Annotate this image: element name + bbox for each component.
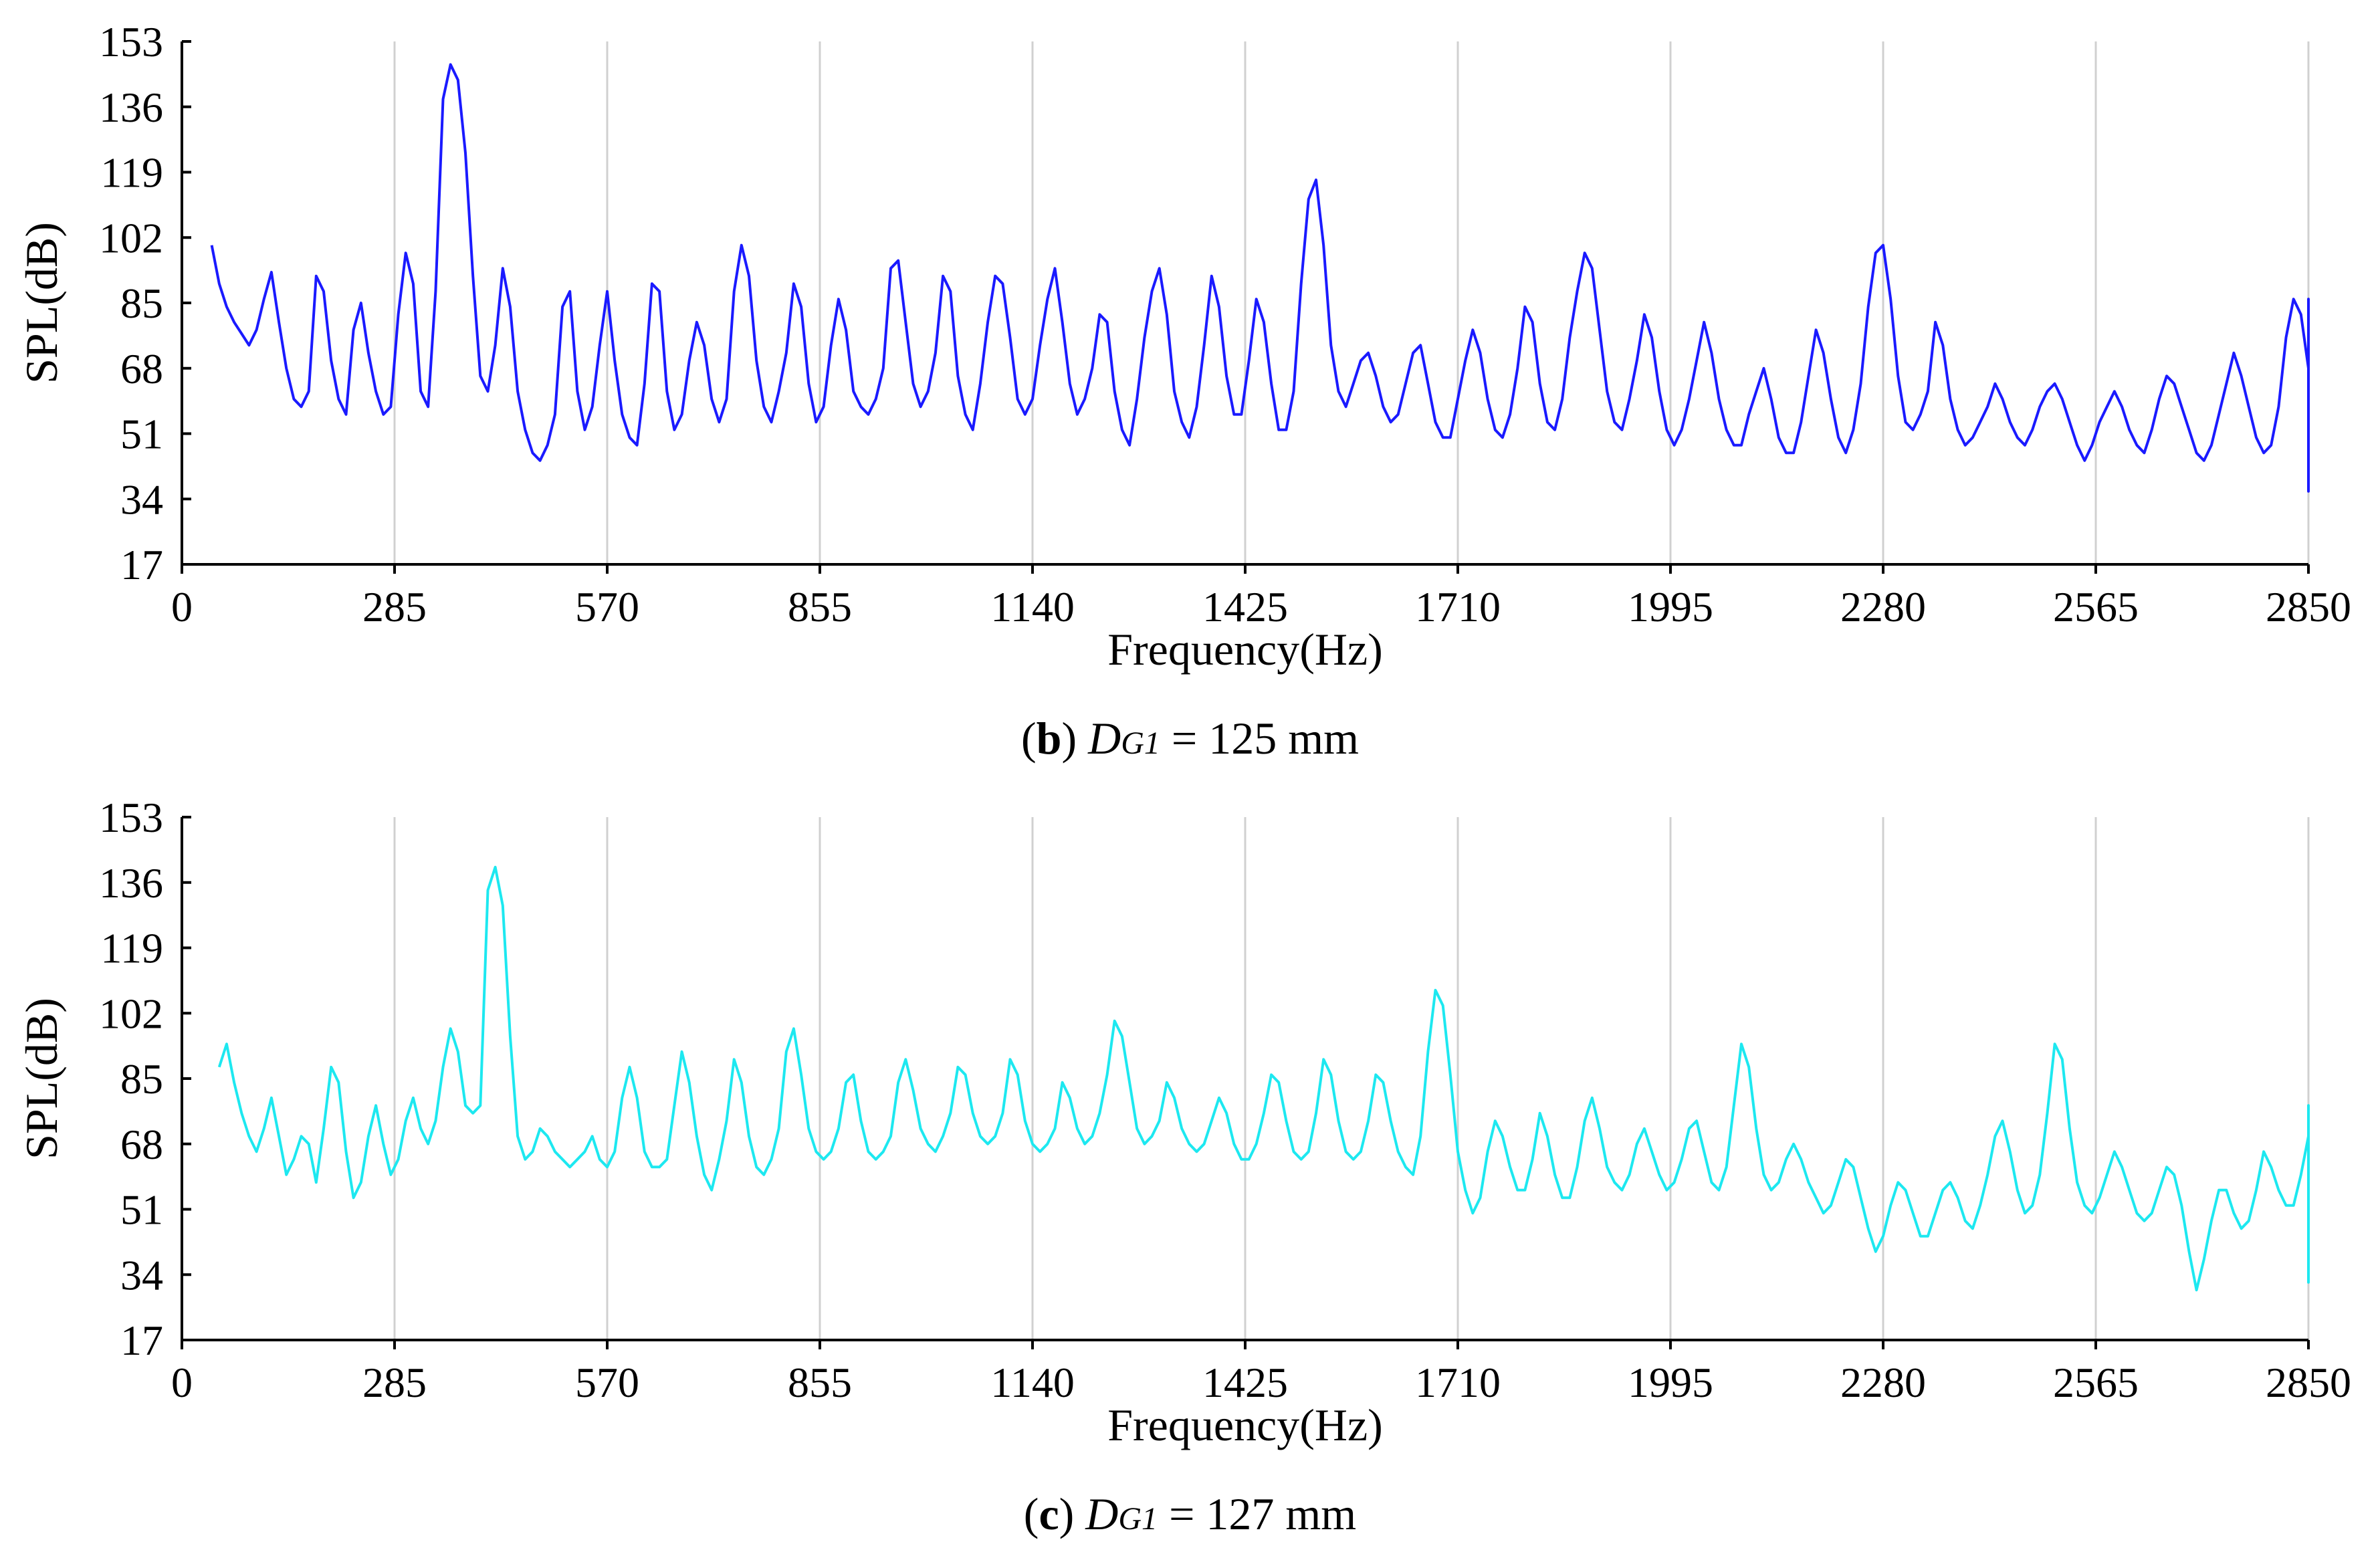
y-tick-label-17: 17: [120, 1317, 163, 1364]
x-tick-label-1425: 1425: [1202, 1359, 1288, 1406]
x-tick-label-570: 570: [575, 1359, 639, 1406]
panel-c-series: [217, 865, 2310, 1292]
panel-b-y-tick-labels: 17 34 51 68 85 102 119 136 153: [99, 18, 163, 588]
panel-b-caption: (b) DG1 = 125 mm: [1020, 713, 1360, 764]
panel-c-caption-subscript: G1: [1118, 1501, 1158, 1537]
y-tick-label-102: 102: [99, 214, 163, 261]
y-tick-label-34: 34: [120, 1251, 163, 1299]
x-tick-label-2565: 2565: [2053, 1359, 2139, 1406]
y-tick-label-136: 136: [99, 859, 163, 907]
panel-c-axes: [181, 816, 2310, 1349]
panel-c-y-tick-labels: 17 34 51 68 85 102 119 136 153: [99, 794, 163, 1364]
panel-b-chart: 0 285 570 855 1140 1425 1710 1995 2280 2565 2850 1…: [16, 18, 2351, 675]
panel-b-caption-subscript: G1: [1121, 726, 1160, 761]
panel-c-caption: (c) DG1 = 127 mm: [1023, 1488, 1357, 1539]
x-tick-label-1995: 1995: [1628, 583, 1713, 631]
panel-c-x-axis-label: Frequency(Hz): [1107, 1400, 1383, 1450]
y-tick-label-153: 153: [99, 18, 163, 66]
panel-c-caption-variable: D: [1085, 1488, 1119, 1539]
panel-b-x-tick-labels: 0 285 570 855 1140 1425 1710 1995 2280 2565 2850: [171, 583, 2351, 631]
x-tick-label-2280: 2280: [1840, 1359, 1926, 1406]
y-tick-label-136: 136: [99, 84, 163, 131]
x-tick-label-1140: 1140: [990, 1359, 1075, 1406]
panel-b-caption-variable: D: [1088, 713, 1121, 764]
panel-c-y-axis-label: SPL(dB): [16, 998, 67, 1159]
x-tick-label-855: 855: [788, 1359, 852, 1406]
x-tick-label-2850: 2850: [2266, 583, 2351, 631]
x-tick-label-1710: 1710: [1415, 1359, 1501, 1406]
panel-b-x-axis-label: Frequency(Hz): [1107, 624, 1383, 675]
y-tick-label-51: 51: [120, 1186, 163, 1234]
spl-series-line-c: [217, 865, 2310, 1292]
y-tick-label-153: 153: [99, 794, 163, 841]
panel-b-series: [210, 63, 2310, 493]
panel-b-caption-label: b: [1036, 713, 1062, 764]
x-tick-label-285: 285: [362, 1359, 427, 1406]
panel-c-x-tick-labels: 0 285 570 855 1140 1425 1710 1995 2280 2565 2850: [171, 1359, 2351, 1406]
x-tick-label-2565: 2565: [2053, 583, 2139, 631]
panel-b-axes: [181, 40, 2310, 574]
panel-b-gridlines: [393, 41, 2310, 564]
panel-b-caption-value: = 125 mm: [1160, 713, 1360, 764]
panel-c-caption-value: = 127 mm: [1158, 1488, 1357, 1539]
y-tick-label-102: 102: [99, 990, 163, 1037]
x-tick-label-0: 0: [171, 1359, 193, 1406]
x-tick-label-0: 0: [171, 583, 193, 631]
y-tick-label-68: 68: [120, 1121, 163, 1168]
panel-c-caption-label: c: [1039, 1488, 1059, 1539]
x-tick-label-2850: 2850: [2266, 1359, 2351, 1406]
y-tick-label-17: 17: [120, 541, 163, 588]
x-tick-label-2280: 2280: [1840, 583, 1926, 631]
x-tick-label-1140: 1140: [990, 583, 1075, 631]
panel-c-gridlines: [393, 817, 2310, 1340]
y-tick-label-68: 68: [120, 345, 163, 393]
y-tick-label-119: 119: [100, 925, 163, 972]
y-tick-label-85: 85: [120, 1055, 163, 1103]
spl-series-line-b: [210, 63, 2310, 493]
y-tick-label-119: 119: [100, 149, 163, 197]
x-tick-label-855: 855: [788, 583, 852, 631]
y-tick-label-85: 85: [120, 280, 163, 327]
x-tick-label-1425: 1425: [1202, 583, 1288, 631]
panel-b-y-axis-label: SPL(dB): [16, 222, 67, 384]
y-tick-label-34: 34: [120, 475, 163, 523]
x-tick-label-1995: 1995: [1628, 1359, 1713, 1406]
x-tick-label-285: 285: [362, 583, 427, 631]
panel-c-chart: 0 285 570 855 1140 1425 1710 1995 2280 2565 2850 1…: [16, 794, 2351, 1450]
y-tick-label-51: 51: [120, 411, 163, 458]
x-tick-label-570: 570: [575, 583, 639, 631]
x-tick-label-1710: 1710: [1415, 583, 1501, 631]
